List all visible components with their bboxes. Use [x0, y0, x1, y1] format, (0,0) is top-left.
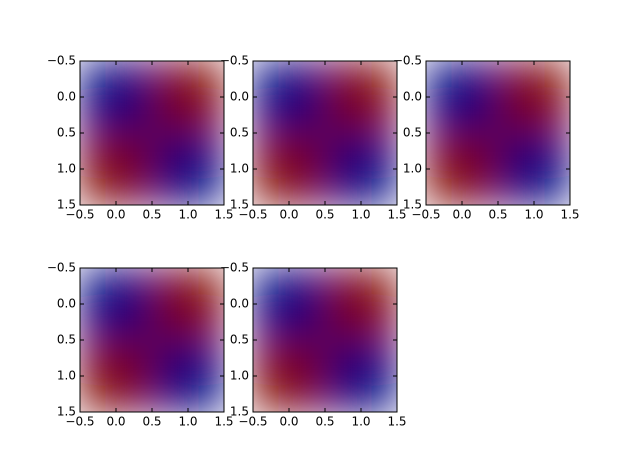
image	[253, 268, 397, 412]
y-tick-label: 1.5	[403, 198, 422, 212]
y-tick-label: 0.5	[403, 126, 422, 140]
x-tick-label: 0.0	[106, 415, 125, 429]
cell	[253, 340, 325, 412]
cell	[325, 133, 397, 205]
x-tick-label: 0.0	[279, 415, 298, 429]
cell	[325, 268, 397, 340]
cell	[253, 61, 325, 133]
image	[253, 61, 397, 205]
x-tick-label: 0.0	[452, 208, 471, 222]
x-tick-label: 0.5	[315, 208, 334, 222]
y-tick-label: 0.5	[57, 333, 76, 347]
x-tick-label: 0.0	[106, 208, 125, 222]
y-tick-label: 1.5	[230, 405, 249, 419]
x-tick-label: 0.5	[142, 208, 161, 222]
y-tick-label: 0.0	[57, 297, 76, 311]
cell	[80, 61, 152, 133]
y-tick-label: 0.0	[57, 90, 76, 104]
y-tick-label: 1.0	[230, 162, 249, 176]
y-tick-label: −0.5	[393, 54, 422, 68]
image-area	[426, 61, 570, 205]
x-tick-label: 1.5	[214, 415, 233, 429]
x-tick-label: 1.0	[351, 208, 370, 222]
x-tick-label: 0.5	[315, 415, 334, 429]
y-tick-label: 1.5	[57, 198, 76, 212]
y-tick-label: 0.5	[230, 333, 249, 347]
y-tick-label: 0.0	[230, 297, 249, 311]
x-tick-label: 0.5	[488, 208, 507, 222]
x-tick-label: 1.0	[524, 208, 543, 222]
x-tick-label: −0.5	[238, 415, 267, 429]
y-tick-label: 0.0	[403, 90, 422, 104]
image	[80, 61, 224, 205]
x-tick-label: 1.0	[178, 208, 197, 222]
image	[426, 61, 570, 205]
x-tick-label: 1.0	[178, 415, 197, 429]
image	[80, 268, 224, 412]
x-tick-label: −0.5	[65, 208, 94, 222]
x-tick-label: 1.0	[351, 415, 370, 429]
x-tick-label: 0.5	[142, 415, 161, 429]
y-tick-label: 1.0	[403, 162, 422, 176]
y-tick-label: 0.5	[57, 126, 76, 140]
cell	[426, 133, 498, 205]
cell	[253, 133, 325, 205]
y-tick-label: 1.5	[230, 198, 249, 212]
cell	[498, 133, 570, 205]
y-tick-label: −0.5	[220, 261, 249, 275]
x-tick-label: 1.5	[387, 415, 406, 429]
image-area	[253, 268, 397, 412]
cell	[152, 268, 224, 340]
cell	[325, 340, 397, 412]
x-tick-label: −0.5	[238, 208, 267, 222]
x-tick-label: 1.5	[214, 208, 233, 222]
cell	[253, 268, 325, 340]
y-tick-label: 1.0	[57, 369, 76, 383]
y-tick-label: 1.0	[230, 369, 249, 383]
image-area	[253, 61, 397, 205]
y-tick-label: −0.5	[220, 54, 249, 68]
y-tick-label: 0.5	[230, 126, 249, 140]
y-tick-label: 0.0	[230, 90, 249, 104]
cell	[152, 340, 224, 412]
cell	[426, 61, 498, 133]
x-tick-label: 1.5	[560, 208, 579, 222]
x-tick-label: −0.5	[65, 415, 94, 429]
cell	[152, 133, 224, 205]
x-tick-label: 0.0	[279, 208, 298, 222]
image-area	[80, 268, 224, 412]
y-tick-label: −0.5	[47, 261, 76, 275]
x-tick-label: 1.5	[387, 208, 406, 222]
cell	[152, 61, 224, 133]
cell	[80, 133, 152, 205]
image-area	[80, 61, 224, 205]
y-tick-label: −0.5	[47, 54, 76, 68]
cell	[325, 61, 397, 133]
cell	[80, 268, 152, 340]
x-tick-label: −0.5	[411, 208, 440, 222]
y-tick-label: 1.0	[57, 162, 76, 176]
y-tick-label: 1.5	[57, 405, 76, 419]
cell	[498, 61, 570, 133]
cell	[80, 340, 152, 412]
